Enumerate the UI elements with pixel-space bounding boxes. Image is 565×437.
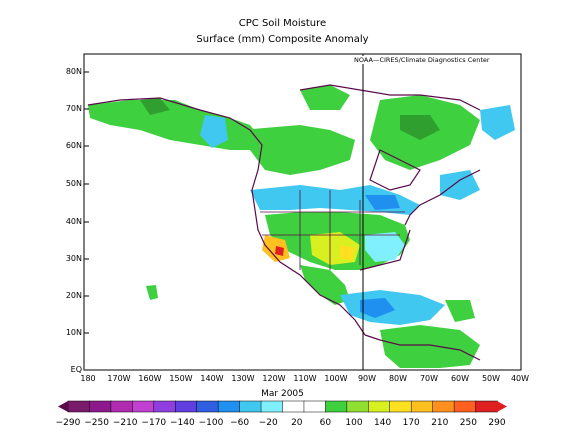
colorbar-left-arrow xyxy=(58,401,68,412)
colorbar-swatch xyxy=(346,400,370,413)
colorbar-swatch xyxy=(432,400,455,413)
lon-label: 140W xyxy=(200,374,224,383)
lon-label: 70W xyxy=(419,374,439,383)
colorbar-label: 290 xyxy=(488,418,506,428)
lat-label: 20N xyxy=(65,291,82,300)
colorbar-label: 20 xyxy=(291,418,303,428)
lon-label: 60W xyxy=(450,374,470,383)
anomaly-fields xyxy=(88,85,515,368)
colorbar-swatch xyxy=(303,400,327,413)
credit-label: NOAA—CIRES/Climate Diagnostics Center xyxy=(352,56,492,64)
colorbar-swatch xyxy=(153,400,177,413)
lon-label: 180 xyxy=(80,374,96,383)
colorbar-label: −290 xyxy=(55,418,81,428)
colorbar-swatch xyxy=(453,400,477,413)
colorbar-swatch xyxy=(196,400,219,413)
colorbar-swatch xyxy=(239,400,262,413)
colorbar-label: −210 xyxy=(112,418,138,428)
colorbar-label: 170 xyxy=(402,418,420,428)
map-title: CPC Soil Moisture xyxy=(238,18,327,29)
lat-label: 50N xyxy=(65,179,82,188)
lat-label: 40N xyxy=(65,217,82,226)
colorbar-swatch xyxy=(389,400,412,413)
colorbar-swatch xyxy=(175,400,198,413)
colorbar-right-arrow xyxy=(497,401,507,412)
colorbar-swatch xyxy=(475,400,498,413)
colorbar-swatch xyxy=(260,400,284,413)
lon-label: 110W xyxy=(293,374,317,383)
lon-label: 40W xyxy=(510,374,530,383)
state-borders xyxy=(260,190,405,270)
colorbar-label: 140 xyxy=(374,418,392,428)
axis-ticks xyxy=(84,71,89,334)
colorbar-swatch xyxy=(410,400,434,413)
lon-label: 100W xyxy=(324,374,348,383)
colorbar-label: −100 xyxy=(198,418,224,428)
lon-label: 50W xyxy=(481,374,501,383)
colorbar-swatch xyxy=(89,400,112,413)
lat-label: EQ xyxy=(70,365,82,374)
colorbar-label: −170 xyxy=(141,418,167,428)
lon-label: 150W xyxy=(169,374,193,383)
date-label: Mar 2005 xyxy=(261,389,304,399)
lon-label: 80W xyxy=(388,374,408,383)
colorbar-label: −60 xyxy=(230,418,250,428)
lat-label: 10N xyxy=(65,328,82,337)
colorbar-swatch xyxy=(217,400,241,413)
lon-label: 160W xyxy=(138,374,162,383)
lat-label: 70N xyxy=(65,104,82,113)
map-subtitle: Surface (mm) Composite Anomaly xyxy=(196,34,369,45)
colorbar-label: −20 xyxy=(258,418,278,428)
colorbar-label: 60 xyxy=(319,418,332,428)
lat-label: 80N xyxy=(65,67,82,76)
colorbar-label: 100 xyxy=(345,418,363,428)
colorbar-swatch xyxy=(67,400,91,413)
lon-label: 170W xyxy=(107,374,131,383)
colorbar-swatch xyxy=(282,400,305,413)
lon-label: 90W xyxy=(357,374,377,383)
colorbar-swatch xyxy=(368,400,391,413)
lat-label: 60N xyxy=(65,141,82,150)
colorbar-swatch xyxy=(325,400,348,413)
colorbar-label: −140 xyxy=(170,418,195,428)
coastlines xyxy=(87,84,481,361)
colorbar-swatch xyxy=(132,400,155,413)
colorbar-label: −250 xyxy=(84,418,109,428)
colorbar-label: 210 xyxy=(431,418,449,428)
lat-label: 30N xyxy=(65,254,82,263)
lon-label: 120W xyxy=(262,374,286,383)
colorbar xyxy=(58,400,507,413)
colorbar-label: 250 xyxy=(459,418,477,428)
lon-label: 130W xyxy=(231,374,255,383)
colorbar-swatch xyxy=(110,400,134,413)
